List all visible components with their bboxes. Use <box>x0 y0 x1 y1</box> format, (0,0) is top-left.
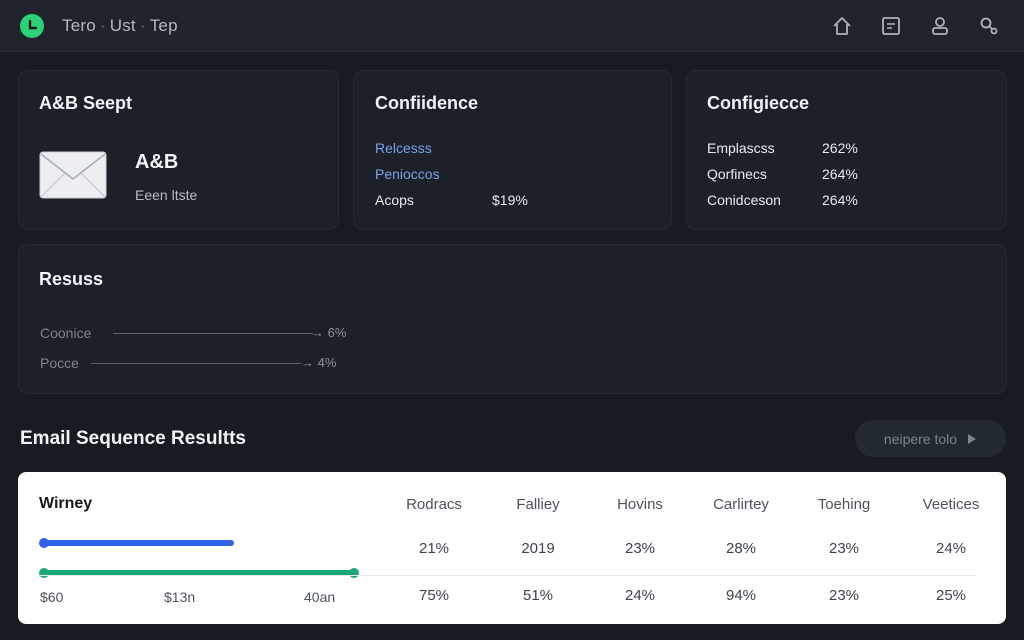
configiecce-row-label-3: Conidceson <box>707 192 781 208</box>
progress-bar-green-end[interactable] <box>349 568 359 578</box>
search-button[interactable] <box>977 14 1001 38</box>
configiecce-row-label-1: Emplascss <box>707 140 775 156</box>
confidence-card[interactable]: Confiidence Relcesss Penioccos Acops $19… <box>353 70 672 230</box>
table-cell: 75% <box>418 587 450 604</box>
configiecce-row-value-3: 264% <box>822 192 858 208</box>
configiecce-row-value-2: 264% <box>822 166 858 182</box>
results-row-value-2: → 4% <box>301 355 337 370</box>
results-row-label-1: Coonice <box>40 325 92 341</box>
configiecce-card-title: Configiecce <box>707 93 810 113</box>
bar-label-start: $60 <box>40 589 64 605</box>
column-header[interactable]: Veetices <box>922 496 980 513</box>
table-cell: 23% <box>828 540 860 557</box>
table-cell: 2019 <box>521 540 555 557</box>
table-cell: 21% <box>418 540 450 557</box>
column-header[interactable]: Hovins <box>617 496 663 513</box>
top-bar: Tero · Ust · Tep <box>0 0 1024 52</box>
results-card-title: Resuss <box>39 269 104 289</box>
results-line-1 <box>113 333 313 334</box>
table-divider <box>40 575 976 576</box>
breadcrumb-item-2[interactable]: Ust <box>109 16 136 35</box>
table-cell: 23% <box>624 540 656 557</box>
table-cell: 23% <box>828 587 860 604</box>
user-icon <box>932 17 948 35</box>
results-table: Wirney Rodracs Falliey Hovins Carlirtey … <box>18 472 1006 624</box>
bar-label-mid: $13n <box>164 589 196 605</box>
abtest-subtitle: Eeen ltste <box>135 187 198 203</box>
app-logo[interactable] <box>20 14 44 38</box>
configiecce-card[interactable]: Configiecce Emplascss 262% Qorfinecs 264… <box>686 70 1007 230</box>
confidence-link-2[interactable]: Penioccos <box>375 166 440 182</box>
home-icon <box>833 17 851 35</box>
progress-bar-blue-handle[interactable] <box>39 538 49 548</box>
breadcrumb-item-1[interactable]: Tero <box>62 16 96 35</box>
results-table-title: Wirney <box>39 495 93 512</box>
clock-icon <box>28 19 38 30</box>
sequence-action-label: neipere tolo <box>883 430 958 447</box>
column-header[interactable]: Rodracs <box>406 496 462 513</box>
results-row-label-2: Pocce <box>40 355 79 371</box>
section-title: Email Sequence Resultts <box>20 428 246 449</box>
play-icon <box>968 433 977 444</box>
profile-button[interactable] <box>928 14 952 38</box>
progress-bar-blue <box>40 540 234 546</box>
column-header[interactable]: Carlirtey <box>713 496 769 513</box>
column-header[interactable]: Toehing <box>817 496 871 513</box>
confidence-row-value: $19% <box>492 192 528 208</box>
confidence-row-label: Acops <box>375 192 414 208</box>
table-cell: 24% <box>935 540 967 557</box>
document-button[interactable] <box>879 14 903 38</box>
table-cell: 94% <box>725 587 757 604</box>
table-cell: 51% <box>522 587 554 604</box>
table-cell: 24% <box>624 587 656 604</box>
configiecce-row-label-2: Qorfinecs <box>707 166 767 182</box>
bar-label-end: 40an <box>304 589 336 605</box>
breadcrumb: Tero · Ust · Tep <box>62 16 178 36</box>
mail-icon <box>39 151 107 204</box>
search-icon <box>980 17 998 35</box>
document-icon <box>882 17 900 35</box>
home-button[interactable] <box>830 14 854 38</box>
configiecce-row-value-1: 262% <box>822 140 858 156</box>
column-header[interactable]: Falliey <box>516 496 560 513</box>
results-card: Resuss Coonice → 6% Pocce → 4% <box>18 244 1007 394</box>
progress-bar-green-start[interactable] <box>39 568 49 578</box>
table-cell: 28% <box>725 540 757 557</box>
confidence-link-1[interactable]: Relcesss <box>375 140 432 156</box>
breadcrumb-separator: · <box>99 16 106 35</box>
abtest-card[interactable]: A&B Seept A&B Eeen ltste <box>18 70 339 230</box>
sequence-action-button[interactable]: neipere tolo <box>855 420 1006 457</box>
progress-bar-green <box>40 570 356 576</box>
table-cell: 25% <box>935 587 967 604</box>
breadcrumb-separator: · <box>139 16 146 35</box>
abtest-card-title: A&B Seept <box>39 93 133 113</box>
confidence-card-title: Confiidence <box>375 93 479 113</box>
abtest-name: A&B <box>135 151 179 173</box>
results-row-value-1: → 6% <box>311 325 347 340</box>
results-line-2 <box>91 363 301 364</box>
breadcrumb-item-3[interactable]: Tep <box>149 16 178 35</box>
